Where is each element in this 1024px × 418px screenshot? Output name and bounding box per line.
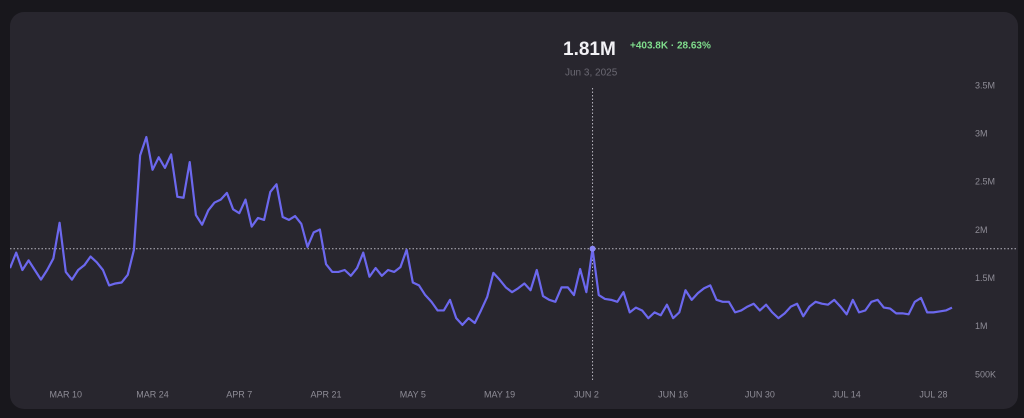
x-tick-label: JUL 28: [919, 389, 947, 399]
tooltip-change: +403.8K · 28.63%: [630, 41, 711, 52]
y-tick-label: 500K: [975, 369, 996, 379]
x-tick-label: JUN 30: [745, 389, 775, 399]
hover-point: [589, 245, 596, 252]
y-tick-label: 1.5M: [975, 273, 995, 283]
series-line: [10, 135, 953, 327]
x-tick-label: MAY 19: [484, 389, 515, 399]
x-tick-label: APR 7: [226, 389, 252, 399]
x-tick-label: MAY 5: [400, 389, 426, 399]
x-tick-label: MAR 10: [50, 389, 83, 399]
x-tick-label: MAR 24: [136, 389, 169, 399]
y-tick-label: 2M: [975, 225, 988, 235]
tooltip-value: 1.81M: [563, 39, 616, 60]
y-tick-label: 3.5M: [975, 80, 995, 90]
plot: [10, 88, 1018, 380]
card: [10, 12, 1018, 409]
y-tick-label: 3M: [975, 129, 988, 139]
y-tick-label: 1M: [975, 321, 988, 331]
x-tick-label: JUL 14: [833, 389, 861, 399]
x-tick-label: JUN 16: [658, 389, 688, 399]
tooltip-date: Jun 3, 2025: [565, 68, 618, 79]
y-tick-label: 2.5M: [975, 177, 995, 187]
x-tick-label: JUN 2: [574, 389, 599, 399]
x-tick-label: APR 21: [311, 389, 342, 399]
